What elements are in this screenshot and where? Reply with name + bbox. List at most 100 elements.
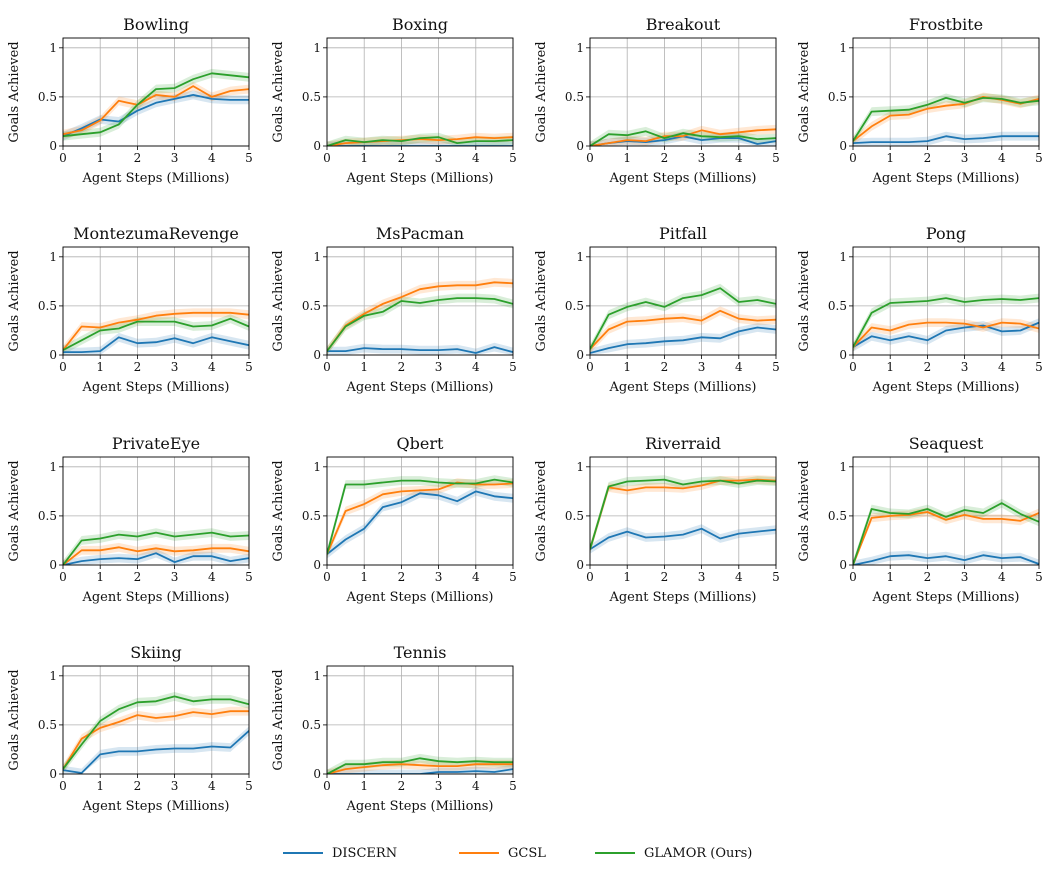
x-tick-label: 5 [1035,360,1043,374]
series-line-discern [63,336,249,354]
y-tick-label: 1 [313,41,321,55]
x-tick-label: 4 [735,570,743,584]
x-axis-label: Agent Steps (Millions) [345,171,493,186]
y-tick-label: 0.5 [828,299,847,313]
y-tick-label: 0.5 [302,299,321,313]
series-line-gcsl [853,321,1039,348]
confidence-band-discern [853,318,1039,352]
y-tick-label: 1 [839,460,847,474]
series-line-glamor-ours- [590,287,776,350]
y-tick-label: 0.5 [38,299,57,313]
x-tick-label: 3 [171,151,179,165]
series-group [63,308,249,355]
x-tick-label: 1 [360,151,368,165]
x-tick-label: 4 [735,360,743,374]
x-tick-label: 3 [171,570,179,584]
axes-frame [326,665,514,775]
x-tick-label: 4 [208,151,216,165]
series-line-gcsl [590,309,776,350]
y-axis-label: Goals Achieved [797,250,812,351]
x-axis-label: Agent Steps (Millions) [871,171,1019,186]
x-tick-label: 4 [998,570,1006,584]
x-tick-label: 3 [698,151,706,165]
panel-title: Skiing [130,643,181,662]
y-tick-label: 0 [313,767,321,781]
y-axis-label: Goals Achieved [7,250,22,351]
series-line-gcsl [590,128,776,146]
series-line-glamor-ours- [590,130,776,146]
x-tick-label: 1 [623,570,631,584]
x-tick-label: 1 [623,151,631,165]
axes-frame [326,37,514,147]
x-tick-label: 3 [961,360,969,374]
legend-entry: GLAMOR (Ours) [595,846,752,861]
x-tick-label: 0 [323,360,331,374]
x-tick-label: 5 [1035,570,1043,584]
x-tick-label: 2 [134,360,142,374]
x-tick-label: 3 [435,779,443,793]
x-tick-label: 4 [472,360,480,374]
x-tick-label: 1 [623,360,631,374]
x-tick-label: 2 [924,360,932,374]
x-tick-label: 5 [509,360,517,374]
series-line-gcsl [63,546,249,565]
series-group [63,528,249,565]
series-group [853,293,1039,352]
axes-frame [852,456,1040,566]
axes-frame [62,37,250,147]
series-line-glamor-ours- [327,136,513,146]
x-tick-label: 4 [998,151,1006,165]
x-tick-label: 4 [735,151,743,165]
panel-skiing: Skiing 0 1 2 3 4 5 0 0.5 1 Agent Steps (Millions) G… [7,643,253,814]
x-axis-label: Agent Steps (Millions) [81,590,229,605]
series-line-gcsl [63,85,249,136]
confidence-band-glamor-ours- [853,93,1039,146]
series-line-glamor-ours- [63,531,249,565]
series-line-gcsl [63,311,249,351]
x-tick-label: 0 [849,570,857,584]
y-tick-label: 0.5 [828,90,847,104]
series-line-discern [853,321,1039,348]
panel-breakout: Breakout 0 1 2 3 4 5 0 0.5 1 Agent Steps (Millions… [534,15,780,186]
panel-riverraid: Riverraid 0 1 2 3 4 5 0 0.5 1 Agent Steps (Million… [534,434,780,605]
series-line-glamor-ours- [327,757,513,774]
series-line-gcsl [327,763,513,774]
x-tick-label: 2 [661,570,669,584]
series-line-glamor-ours- [590,478,776,550]
y-tick-label: 0 [49,767,57,781]
axes-frame [852,246,1040,356]
series-group [853,498,1039,565]
confidence-band-discern [63,548,249,565]
y-axis-label: Goals Achieved [797,41,812,142]
x-tick-label: 5 [245,570,253,584]
y-tick-label: 1 [576,460,584,474]
axes-frame [589,456,777,566]
panel-title: Pong [926,224,966,243]
y-tick-label: 0.5 [828,509,847,523]
y-axis-label: Goals Achieved [271,250,286,351]
confidence-band-discern [853,550,1039,565]
series-line-discern [327,346,513,354]
series-line-discern [327,768,513,774]
panel-title: Qbert [397,434,444,453]
confidence-band-glamor-ours- [63,692,249,774]
series-line-discern [63,730,249,774]
series-group [327,132,513,146]
panel-seaquest: Seaquest 0 1 2 3 4 5 0 0.5 1 Agent Steps (Millions… [797,434,1043,605]
legend-entry: DISCERN [283,846,397,861]
x-tick-label: 1 [360,779,368,793]
x-tick-label: 0 [323,779,331,793]
x-tick-label: 1 [96,779,104,793]
x-tick-label: 0 [323,151,331,165]
axes-frame [852,37,1040,147]
y-tick-label: 0 [576,558,584,572]
x-axis-label: Agent Steps (Millions) [871,380,1019,395]
x-tick-label: 5 [245,779,253,793]
x-tick-label: 5 [245,151,253,165]
series-line-gcsl [590,478,776,550]
y-axis-label: Goals Achieved [7,669,22,770]
series-group [327,277,513,355]
x-tick-label: 1 [886,570,894,584]
x-axis-label: Agent Steps (Millions) [345,799,493,814]
panel-title: MsPacman [376,224,464,243]
